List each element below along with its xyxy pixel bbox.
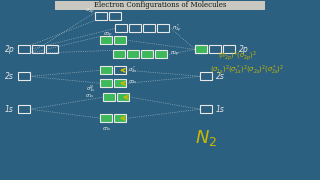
Text: $\pi^*_{2p}$: $\pi^*_{2p}$ bbox=[172, 22, 182, 35]
Text: 2p: 2p bbox=[239, 45, 249, 54]
Text: $\pi_{2p}$: $\pi_{2p}$ bbox=[170, 50, 180, 59]
Text: $\sigma^*_{2p}$: $\sigma^*_{2p}$ bbox=[85, 4, 95, 17]
Text: $N_2$: $N_2$ bbox=[195, 128, 217, 148]
Bar bbox=[141, 50, 153, 58]
Bar bbox=[143, 24, 155, 32]
Bar bbox=[117, 93, 129, 101]
Bar bbox=[209, 45, 221, 53]
Text: $\sigma^*_{2s}$: $\sigma^*_{2s}$ bbox=[128, 64, 138, 75]
Bar bbox=[114, 79, 126, 87]
Bar bbox=[32, 45, 44, 53]
Bar bbox=[18, 72, 30, 80]
Text: $\sigma_{2s}$: $\sigma_{2s}$ bbox=[128, 78, 138, 86]
Text: $\sigma_{2p}$: $\sigma_{2p}$ bbox=[103, 31, 113, 40]
Bar bbox=[200, 72, 212, 80]
Text: 2p: 2p bbox=[5, 45, 15, 54]
Text: $\sigma_{1s}$: $\sigma_{1s}$ bbox=[102, 125, 112, 133]
Text: $\sigma^N_{1s}$: $\sigma^N_{1s}$ bbox=[86, 83, 96, 94]
Text: Electron Configurations of Molecules: Electron Configurations of Molecules bbox=[94, 1, 226, 9]
Bar bbox=[195, 45, 207, 53]
Bar bbox=[95, 12, 107, 21]
Bar bbox=[100, 79, 112, 87]
Bar bbox=[157, 24, 169, 32]
Bar bbox=[46, 45, 58, 53]
Bar bbox=[129, 24, 141, 32]
Text: $(\pi_{2p})^4(\sigma_{2p})^2$: $(\pi_{2p})^4(\sigma_{2p})^2$ bbox=[218, 50, 257, 63]
Bar bbox=[127, 50, 139, 58]
Text: $\sigma_{1s}$: $\sigma_{1s}$ bbox=[85, 92, 94, 100]
Bar bbox=[18, 45, 30, 53]
Bar bbox=[109, 12, 121, 21]
Bar bbox=[18, 105, 30, 113]
Text: 2s: 2s bbox=[5, 72, 14, 81]
Bar bbox=[114, 114, 126, 122]
Bar bbox=[200, 105, 212, 113]
Bar bbox=[155, 50, 167, 58]
Bar bbox=[113, 50, 125, 58]
Bar bbox=[114, 66, 126, 74]
Bar bbox=[100, 66, 112, 74]
Bar bbox=[100, 114, 112, 122]
Text: 2s: 2s bbox=[216, 72, 225, 81]
Bar bbox=[115, 24, 127, 32]
Bar bbox=[223, 45, 235, 53]
Text: 1s: 1s bbox=[5, 105, 14, 114]
Bar bbox=[55, 1, 265, 10]
Bar bbox=[114, 36, 126, 44]
Bar bbox=[100, 36, 112, 44]
Text: $(\sigma_{1s})^2(\sigma^*_{1s})^2(\sigma_{2s})^2(\sigma^*_{2s})^2$: $(\sigma_{1s})^2(\sigma^*_{1s})^2(\sigma… bbox=[210, 64, 284, 77]
Bar bbox=[195, 45, 207, 53]
Text: 1s: 1s bbox=[216, 105, 225, 114]
Bar bbox=[103, 93, 115, 101]
